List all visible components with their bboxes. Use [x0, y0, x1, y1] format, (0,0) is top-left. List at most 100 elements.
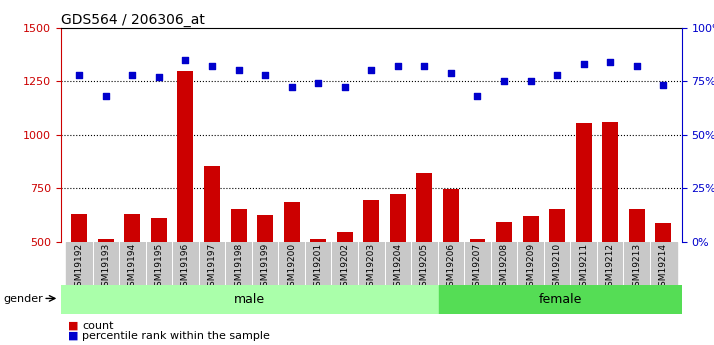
Point	[154, 74, 165, 80]
Point	[631, 63, 643, 69]
Text: GSM19193: GSM19193	[101, 243, 111, 292]
Text: GSM19201: GSM19201	[313, 243, 323, 292]
Point	[605, 59, 616, 65]
Bar	[283, 202, 300, 242]
Text: count: count	[82, 321, 114, 331]
Point	[446, 70, 457, 75]
Bar	[623, 241, 650, 285]
Text: GSM19209: GSM19209	[526, 243, 535, 292]
Text: GSM19203: GSM19203	[367, 243, 376, 292]
Bar	[629, 209, 645, 242]
Bar	[204, 166, 220, 242]
Bar	[464, 241, 491, 285]
Text: GSM19200: GSM19200	[287, 243, 296, 292]
Text: ■: ■	[68, 321, 79, 331]
Point	[392, 63, 403, 69]
Text: GSM19210: GSM19210	[553, 243, 562, 292]
Bar	[119, 241, 146, 285]
Point	[472, 93, 483, 99]
Bar	[226, 241, 252, 285]
Bar	[470, 239, 486, 241]
Text: GSM19205: GSM19205	[420, 243, 429, 292]
Text: percentile rank within the sample: percentile rank within the sample	[82, 331, 270, 341]
Text: GSM19214: GSM19214	[659, 243, 668, 292]
Bar	[416, 173, 433, 242]
Bar	[390, 195, 406, 242]
Text: male: male	[234, 293, 266, 306]
Text: GSM19207: GSM19207	[473, 243, 482, 292]
Bar	[517, 241, 544, 285]
Text: GSM19208: GSM19208	[500, 243, 508, 292]
Point	[233, 68, 244, 73]
Bar	[570, 241, 597, 285]
Point	[259, 72, 271, 77]
Bar	[93, 241, 119, 285]
Text: GSM19198: GSM19198	[234, 243, 243, 292]
Text: GSM19192: GSM19192	[75, 243, 84, 292]
Bar	[305, 241, 331, 285]
Bar	[252, 241, 278, 285]
Bar	[257, 215, 273, 242]
Point	[100, 93, 111, 99]
Point	[313, 80, 324, 86]
Bar	[544, 241, 570, 285]
Bar	[172, 241, 198, 285]
Text: ■: ■	[68, 331, 79, 341]
Text: GSM19197: GSM19197	[208, 243, 216, 292]
Bar	[178, 71, 193, 242]
Point	[180, 57, 191, 62]
Bar	[124, 214, 141, 242]
Bar	[655, 223, 671, 241]
Point	[525, 78, 536, 84]
Bar	[146, 241, 172, 285]
Bar	[385, 241, 411, 285]
Text: GSM19204: GSM19204	[393, 243, 402, 292]
Text: GSM19202: GSM19202	[341, 243, 349, 292]
Point	[498, 78, 510, 84]
Point	[206, 63, 218, 69]
Bar	[496, 222, 512, 242]
Bar	[602, 122, 618, 242]
Bar	[411, 241, 438, 285]
Bar	[491, 241, 517, 285]
Text: GSM19194: GSM19194	[128, 243, 137, 292]
Bar	[523, 216, 538, 241]
Point	[551, 72, 563, 77]
Bar	[549, 209, 565, 242]
Bar	[597, 241, 623, 285]
Bar	[439, 285, 682, 314]
Point	[366, 68, 377, 73]
Text: female: female	[538, 293, 582, 306]
Point	[339, 85, 351, 90]
Bar	[331, 241, 358, 285]
Bar	[278, 241, 305, 285]
Point	[578, 61, 589, 67]
Bar	[310, 239, 326, 241]
Text: GSM19195: GSM19195	[154, 243, 164, 292]
Bar	[231, 209, 246, 242]
Text: GDS564 / 206306_at: GDS564 / 206306_at	[61, 12, 205, 27]
Bar	[71, 214, 87, 242]
Text: GSM19206: GSM19206	[446, 243, 456, 292]
Point	[74, 72, 85, 77]
Text: GSM19199: GSM19199	[261, 243, 270, 292]
Bar	[650, 241, 677, 285]
Point	[658, 82, 669, 88]
Bar	[198, 241, 226, 285]
Text: GSM19196: GSM19196	[181, 243, 190, 292]
Point	[126, 72, 138, 77]
Bar	[363, 200, 379, 242]
Bar	[61, 285, 439, 314]
Text: GSM19213: GSM19213	[632, 243, 641, 292]
Bar	[337, 232, 353, 241]
Text: GSM19212: GSM19212	[605, 243, 615, 292]
Bar	[358, 241, 385, 285]
Bar	[443, 189, 459, 241]
Bar	[66, 241, 93, 285]
Text: GSM19211: GSM19211	[579, 243, 588, 292]
Bar	[575, 123, 592, 242]
Bar	[438, 241, 464, 285]
Point	[418, 63, 430, 69]
Bar	[151, 218, 167, 241]
Text: gender: gender	[4, 294, 44, 304]
